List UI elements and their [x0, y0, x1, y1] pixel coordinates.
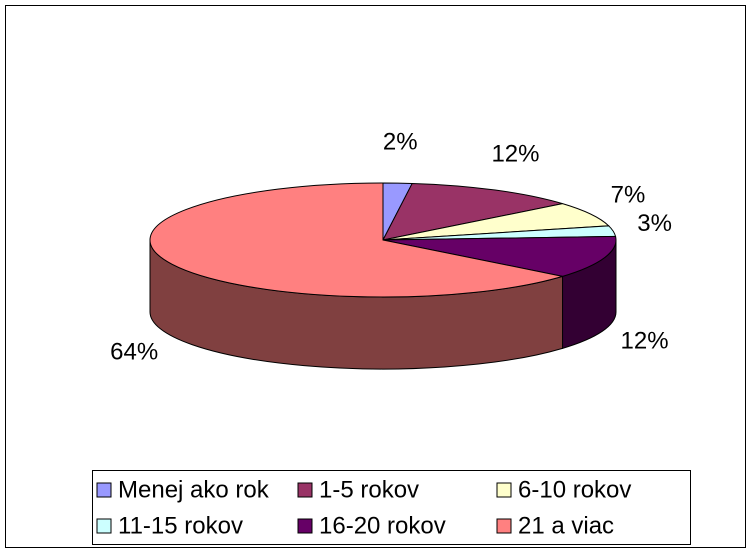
slice — [382, 182, 563, 241]
legend-box — [92, 470, 691, 545]
legend-label: 21 a viac — [518, 512, 614, 539]
legend-label: 6-10 rokov — [518, 476, 631, 503]
legend-swatch — [96, 518, 112, 534]
legend-label: 11-15 rokov — [118, 512, 243, 539]
legend-swatch — [297, 482, 313, 498]
slice — [149, 182, 563, 298]
legend-label: 1-5 rokov — [319, 476, 419, 503]
data-label: 7% — [611, 181, 646, 208]
legend-swatch — [297, 518, 313, 534]
legend-swatch — [496, 482, 512, 498]
legend-swatch — [96, 482, 112, 498]
legend-label: Menej ako rok — [118, 476, 270, 503]
data-label: 12% — [491, 140, 539, 167]
legend-swatch — [496, 518, 512, 534]
legend-label: 16-20 rokov — [319, 512, 446, 539]
data-label: 64% — [110, 339, 158, 366]
data-label: 3% — [637, 210, 672, 237]
data-label: 12% — [621, 327, 669, 354]
slice — [382, 235, 617, 277]
data-label: 2% — [383, 129, 418, 156]
